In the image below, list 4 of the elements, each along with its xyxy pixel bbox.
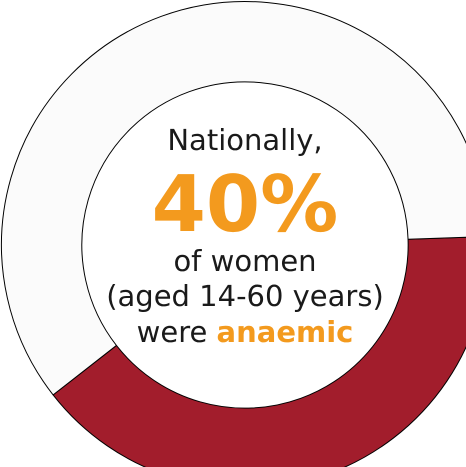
text: were — [136, 315, 208, 349]
text: Nationally, — [166, 123, 324, 157]
text: (aged 14-60 years) — [105, 279, 385, 313]
text: anaemic — [216, 315, 354, 349]
